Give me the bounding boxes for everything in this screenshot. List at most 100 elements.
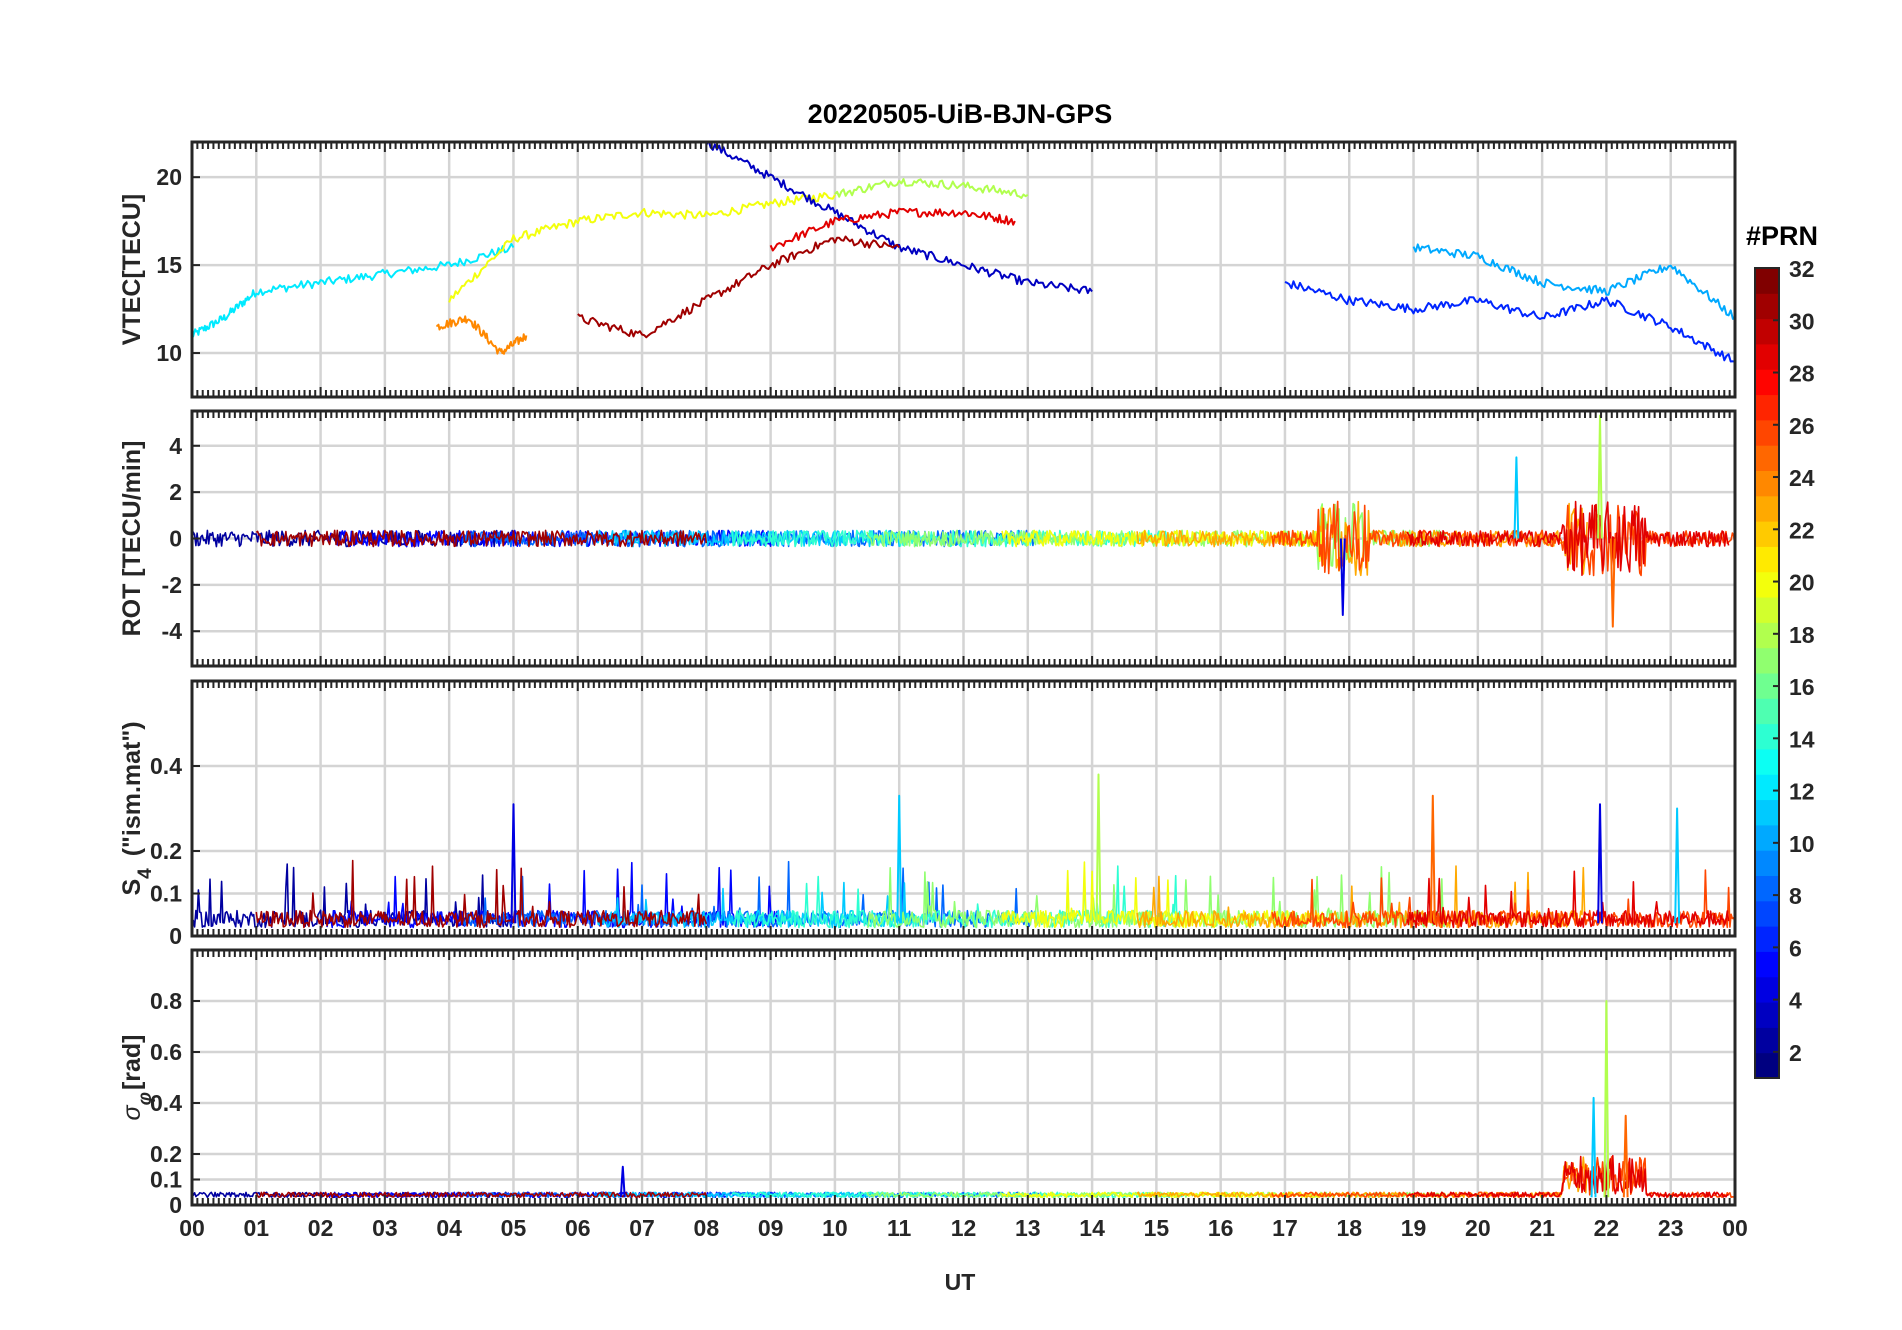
colorbar-segment xyxy=(1755,445,1779,471)
sigma_phi-y-axis-label: σφ[rad] xyxy=(118,1034,156,1120)
colorbar-segment xyxy=(1755,293,1779,320)
colorbar-tick-label: 16 xyxy=(1789,674,1815,700)
colorbar-tick-label: 30 xyxy=(1789,308,1815,334)
x-tick-label: 21 xyxy=(1529,1215,1555,1241)
rot-panel: -4 -2 0 2 4 ROT [TECU/min] xyxy=(118,409,1737,668)
colorbar-segment xyxy=(1755,748,1779,775)
colorbar-tick-label: 8 xyxy=(1789,883,1802,909)
rot-traces xyxy=(192,414,1735,628)
x-tick-label: 04 xyxy=(436,1215,462,1241)
s4-ytick-label: 0.4 xyxy=(150,753,182,779)
colorbar-tick-label: 14 xyxy=(1789,726,1815,752)
rot-peak-spike xyxy=(1597,414,1603,539)
x-tick-label: 20 xyxy=(1465,1215,1491,1241)
x-tick-label: 10 xyxy=(822,1215,848,1241)
colorbar-segment xyxy=(1755,597,1779,623)
rot-peak-spike xyxy=(1609,538,1616,628)
colorbar-segment xyxy=(1755,774,1779,801)
colorbar-segment xyxy=(1755,521,1779,547)
colorbar-tick-label: 10 xyxy=(1789,831,1815,857)
colorbar-segment xyxy=(1755,723,1779,750)
colorbar-tick-label: 12 xyxy=(1789,779,1815,805)
s4-traces xyxy=(192,773,1735,929)
x-tick-label: 01 xyxy=(243,1215,269,1241)
x-axis-label: UT xyxy=(945,1269,976,1295)
vtec-prn-trace xyxy=(705,142,1093,295)
rot-ytick-label: -2 xyxy=(162,572,182,598)
x-tick-label: 11 xyxy=(887,1215,912,1241)
colorbar-segment xyxy=(1755,824,1779,851)
x-tick-label: 02 xyxy=(308,1215,334,1241)
sigma_phi-prn-trace xyxy=(1406,1154,1729,1199)
colorbar-segment xyxy=(1755,571,1779,598)
sigma_phi-ytick-label: 0.6 xyxy=(150,1039,182,1065)
s4-peak-spike xyxy=(1429,794,1436,924)
colorbar-segment xyxy=(1755,698,1779,725)
sigma_phi-ytick-label: 0.2 xyxy=(150,1141,182,1167)
colorbar-segment xyxy=(1755,1052,1779,1079)
rot-ytick-label: -4 xyxy=(162,618,183,644)
vtec-panel: 10 15 20 VTEC[TECU] xyxy=(118,140,1737,399)
s4-prn-trace xyxy=(255,859,708,929)
rot-peak-spike xyxy=(1513,456,1520,539)
colorbar-segment xyxy=(1755,875,1779,902)
colorbar-segment xyxy=(1755,976,1779,1003)
s4-ytick-label: 0.2 xyxy=(150,838,182,864)
x-tick-labels: 00 01 02 03 04 05 06 07 08 09 10 11 12 13 14 15 16 17 18 19… xyxy=(179,1215,1748,1241)
x-tick-label: 06 xyxy=(565,1215,591,1241)
sigma_phi-ytick-label: 0.1 xyxy=(150,1167,182,1193)
sigma_phi-ytick-label: 0.4 xyxy=(150,1090,182,1116)
vtec-ytick-label: 15 xyxy=(156,252,182,278)
colorbar-tick-label: 4 xyxy=(1789,988,1802,1014)
vtec-prn-trace xyxy=(769,207,1016,252)
x-tick-label: 14 xyxy=(1079,1215,1105,1241)
vtec-prn-trace xyxy=(1412,243,1735,320)
colorbar-tick-label: 32 xyxy=(1789,256,1815,282)
s4-y-axis-label: S4("ism.mat") xyxy=(118,721,156,895)
x-tick-label: 17 xyxy=(1272,1215,1298,1241)
colorbar-tick-label: 20 xyxy=(1789,570,1815,596)
vtec-y-axis-label: VTEC[TECU] xyxy=(118,194,146,345)
s4-peak-spike xyxy=(1095,773,1102,924)
vtec-prn-trace xyxy=(834,178,1029,199)
sigma_phi-peak-spike xyxy=(1603,1000,1610,1198)
colorbar-tick-label: 2 xyxy=(1789,1040,1802,1066)
vtec-prn-trace xyxy=(1284,280,1735,363)
sigma_phi-peak-spike xyxy=(1590,1096,1597,1198)
vtec-prn-trace xyxy=(577,235,900,339)
s4-panel: 0 0.1 0.2 0.4S4("ism.mat") xyxy=(118,679,1737,949)
sigma-phi-panel: 00.10.2 0.4 0.6 0.8 σφ[rad] xyxy=(118,948,1737,1218)
sigma_phi-prn-trace xyxy=(1271,1156,1735,1199)
s4-peak-spike xyxy=(510,803,517,924)
vtec-prn-trace xyxy=(436,315,528,355)
x-tick-label: 19 xyxy=(1401,1215,1427,1241)
colorbar-segment xyxy=(1755,495,1779,522)
colorbar-tick-label: 18 xyxy=(1789,622,1815,648)
x-tick-label: 07 xyxy=(629,1215,655,1241)
colorbar-segment xyxy=(1755,951,1779,978)
x-tick-label: 18 xyxy=(1336,1215,1362,1241)
sigma_phi-ytick-label: 0 xyxy=(169,1192,182,1218)
s4-ytick-label: 0.1 xyxy=(150,881,182,907)
colorbar-segment xyxy=(1755,1002,1779,1028)
sigma_phi-peak-spike xyxy=(1622,1114,1629,1198)
colorbar-segment xyxy=(1755,318,1779,345)
x-tick-label: 15 xyxy=(1144,1215,1170,1241)
vtec-ytick-label: 20 xyxy=(156,164,182,190)
rot-prn-trace xyxy=(1406,500,1730,577)
x-tick-label: 22 xyxy=(1594,1215,1620,1241)
colorbar-segment xyxy=(1755,900,1779,927)
colorbar-tick-label: 6 xyxy=(1789,935,1802,961)
rot-y-axis-label: ROT [TECU/min] xyxy=(118,441,146,637)
colorbar-segment xyxy=(1755,799,1779,826)
x-tick-label: 03 xyxy=(372,1215,398,1241)
rot-peak-spike xyxy=(1339,538,1346,616)
colorbar-segment xyxy=(1755,647,1779,674)
s4-prn-trace xyxy=(1271,869,1735,929)
colorbar-segment xyxy=(1755,394,1779,421)
x-tick-label: 00 xyxy=(1722,1215,1748,1241)
x-tick-label: 08 xyxy=(694,1215,720,1241)
colorbar-segment xyxy=(1755,1027,1779,1054)
